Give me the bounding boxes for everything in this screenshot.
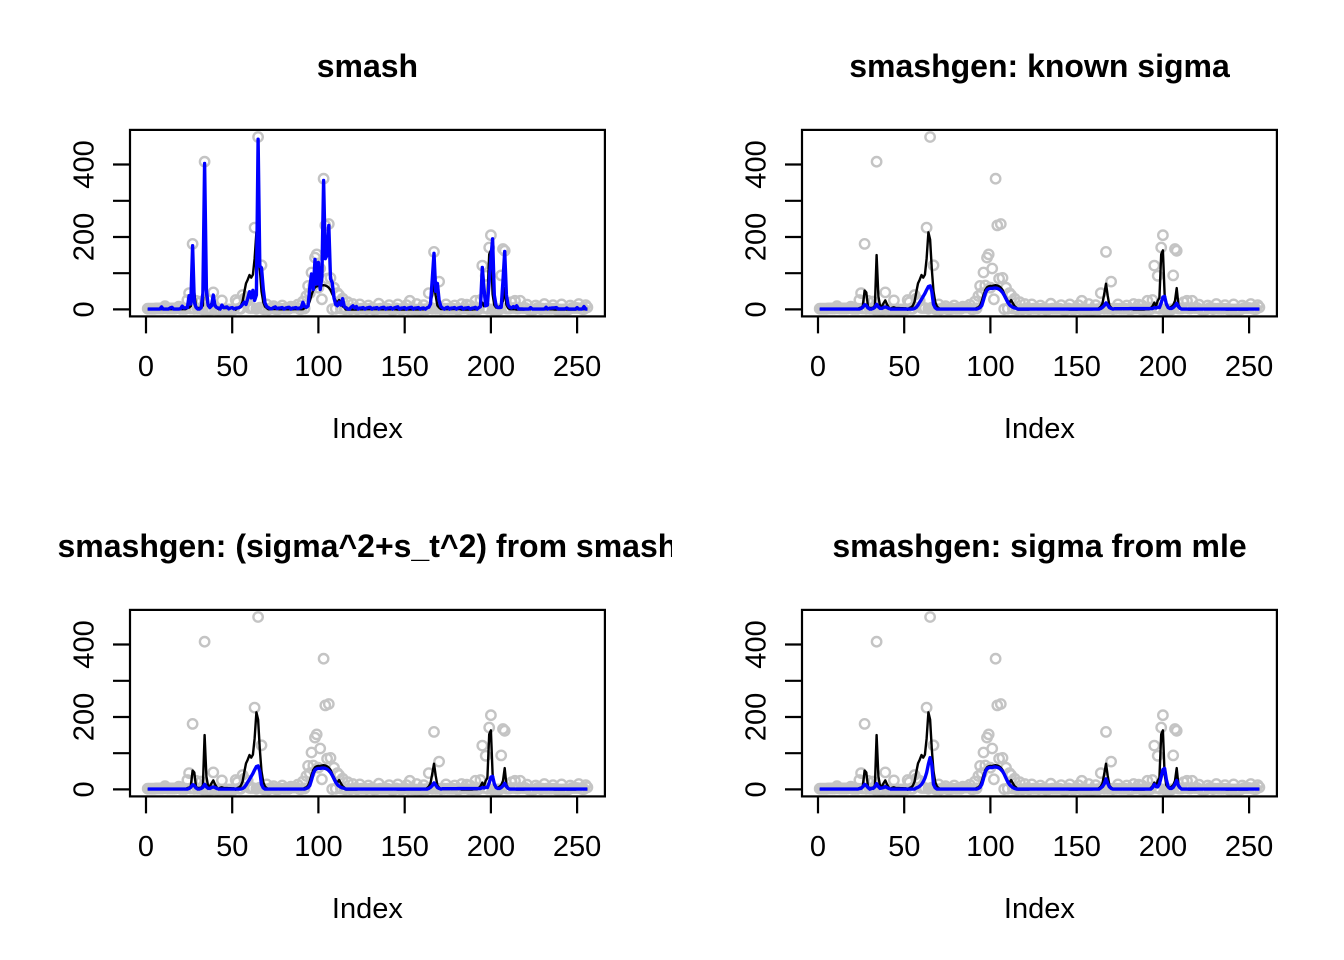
svg-text:Index: Index xyxy=(1004,413,1075,445)
svg-text:150: 150 xyxy=(1053,831,1101,863)
svg-text:Index: Index xyxy=(332,413,403,445)
svg-text:0: 0 xyxy=(138,831,154,863)
svg-text:0: 0 xyxy=(810,831,826,863)
svg-text:50: 50 xyxy=(888,351,920,383)
svg-text:250: 250 xyxy=(1225,831,1273,863)
svg-text:100: 100 xyxy=(966,351,1014,383)
svg-text:Index: Index xyxy=(1004,893,1075,925)
svg-text:smashgen: known sigma: smashgen: known sigma xyxy=(849,48,1230,84)
svg-text:50: 50 xyxy=(216,351,248,383)
svg-text:200: 200 xyxy=(69,213,101,261)
svg-text:50: 50 xyxy=(888,831,920,863)
svg-text:100: 100 xyxy=(294,831,342,863)
svg-text:400: 400 xyxy=(69,620,101,668)
svg-text:150: 150 xyxy=(381,351,429,383)
svg-text:200: 200 xyxy=(1139,351,1187,383)
svg-text:200: 200 xyxy=(1139,831,1187,863)
svg-text:200: 200 xyxy=(741,213,773,261)
svg-text:200: 200 xyxy=(741,693,773,741)
svg-text:0: 0 xyxy=(69,781,101,797)
svg-text:0: 0 xyxy=(810,351,826,383)
svg-text:250: 250 xyxy=(553,831,601,863)
svg-text:50: 50 xyxy=(216,831,248,863)
svg-text:smash: smash xyxy=(317,48,418,84)
svg-text:400: 400 xyxy=(741,140,773,188)
svg-text:0: 0 xyxy=(69,301,101,317)
svg-text:smashgen: sigma from mle: smashgen: sigma from mle xyxy=(832,528,1246,564)
svg-text:Index: Index xyxy=(332,893,403,925)
svg-text:150: 150 xyxy=(381,831,429,863)
svg-text:400: 400 xyxy=(741,620,773,668)
svg-text:0: 0 xyxy=(741,781,773,797)
svg-text:100: 100 xyxy=(966,831,1014,863)
svg-text:200: 200 xyxy=(467,831,515,863)
svg-text:250: 250 xyxy=(553,351,601,383)
svg-text:400: 400 xyxy=(69,140,101,188)
svg-text:smashgen: (sigma^2+s_t^2) from: smashgen: (sigma^2+s_t^2) from smash xyxy=(57,528,677,564)
svg-text:150: 150 xyxy=(1053,351,1101,383)
svg-text:100: 100 xyxy=(294,351,342,383)
svg-text:200: 200 xyxy=(69,693,101,741)
svg-text:0: 0 xyxy=(741,301,773,317)
svg-text:200: 200 xyxy=(467,351,515,383)
svg-text:250: 250 xyxy=(1225,351,1273,383)
svg-text:0: 0 xyxy=(138,351,154,383)
